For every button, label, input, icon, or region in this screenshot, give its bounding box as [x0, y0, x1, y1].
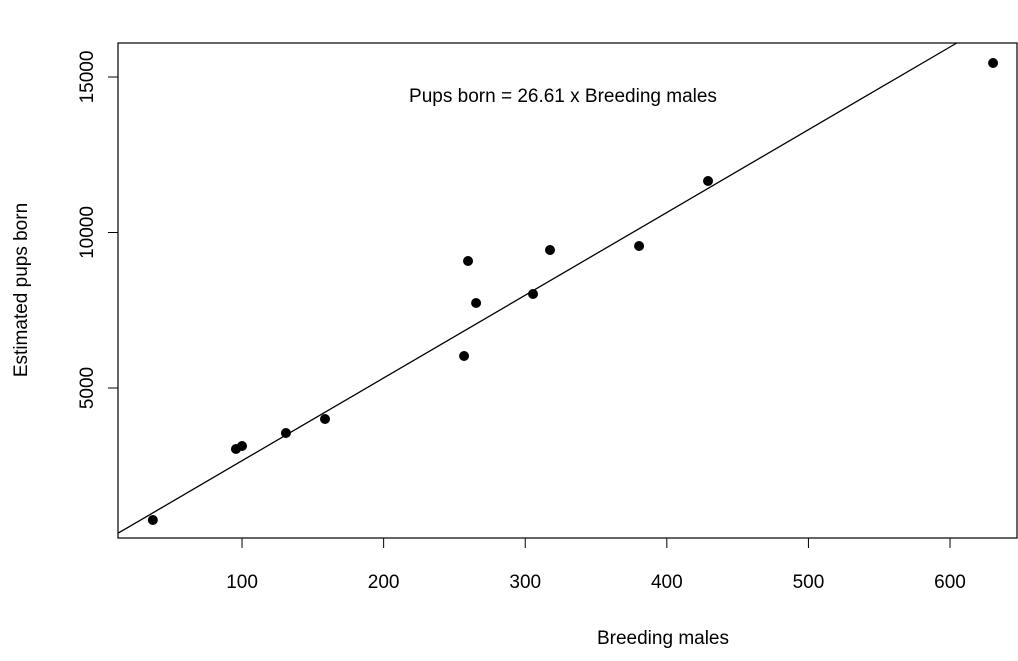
point — [988, 57, 999, 68]
y-tick-label: 15000 — [77, 51, 98, 104]
point — [147, 514, 158, 525]
x-tick-label: 200 — [368, 572, 400, 593]
y-tick-label: 10000 — [77, 206, 98, 259]
point — [463, 255, 474, 266]
point — [320, 414, 331, 425]
point — [471, 298, 482, 309]
plot-frame — [117, 42, 1018, 539]
x-tick-label: 300 — [509, 572, 541, 593]
point — [237, 441, 248, 452]
x-tick-label: 600 — [934, 572, 966, 593]
fit-annotation: Pups born = 26.61 x Breeding males — [409, 86, 717, 107]
fit-line — [117, 42, 958, 534]
x-tick-label: 500 — [793, 572, 825, 593]
point — [459, 350, 470, 361]
y-tick-label: 5000 — [77, 367, 98, 409]
x-tick-label: 100 — [226, 572, 258, 593]
point — [634, 240, 645, 251]
point — [528, 288, 539, 299]
y-axis-label: Estimated pups born — [11, 203, 32, 377]
point — [703, 175, 714, 186]
point — [280, 428, 291, 439]
x-axis-label: Breeding males — [597, 628, 729, 649]
point — [545, 245, 556, 256]
x-tick-label: 400 — [651, 572, 683, 593]
